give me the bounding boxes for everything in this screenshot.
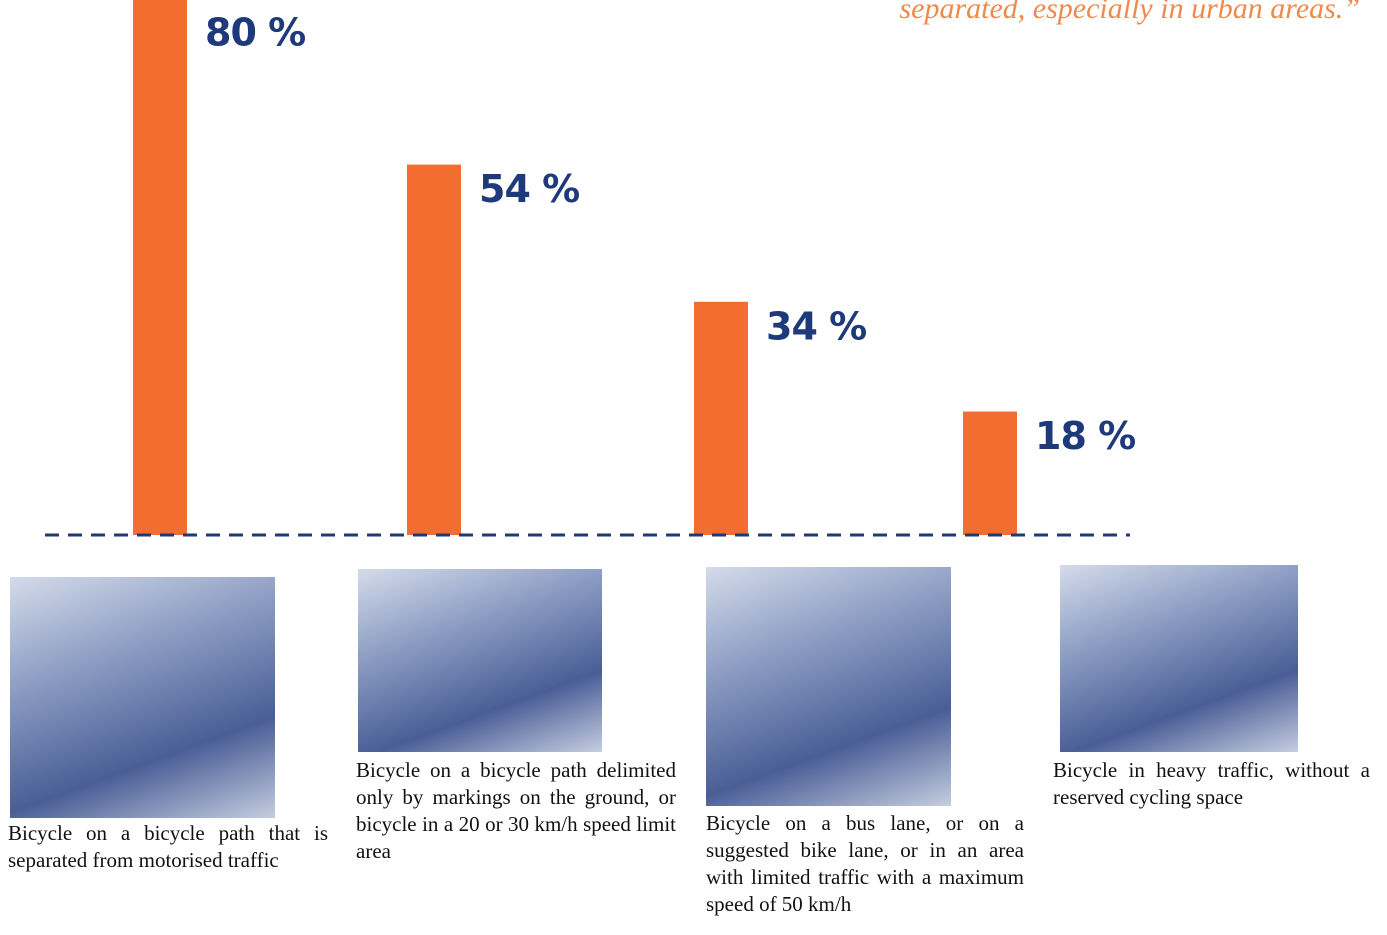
value-label: 34 % [766,304,866,348]
photo [1060,565,1298,752]
photo [358,569,602,752]
photo [10,577,275,818]
caption: Bicycle on a bicycle path delimited only… [356,758,676,863]
quote: separated, especially in urban areas.” [899,0,1360,25]
value-label: 54 % [479,167,579,211]
value-label: 80 % [205,11,305,55]
bar [407,164,461,535]
photo [706,567,951,806]
caption: Bicycle on a bicycle path that is separa… [8,821,328,872]
caption: Bicycle on a bus lane, or on a suggested… [706,811,1024,916]
bar [133,0,187,536]
bar [694,301,748,535]
caption: Bicycle in heavy traffic, without a rese… [1053,758,1370,809]
value-label: 18 % [1035,414,1135,458]
bar [963,411,1017,535]
